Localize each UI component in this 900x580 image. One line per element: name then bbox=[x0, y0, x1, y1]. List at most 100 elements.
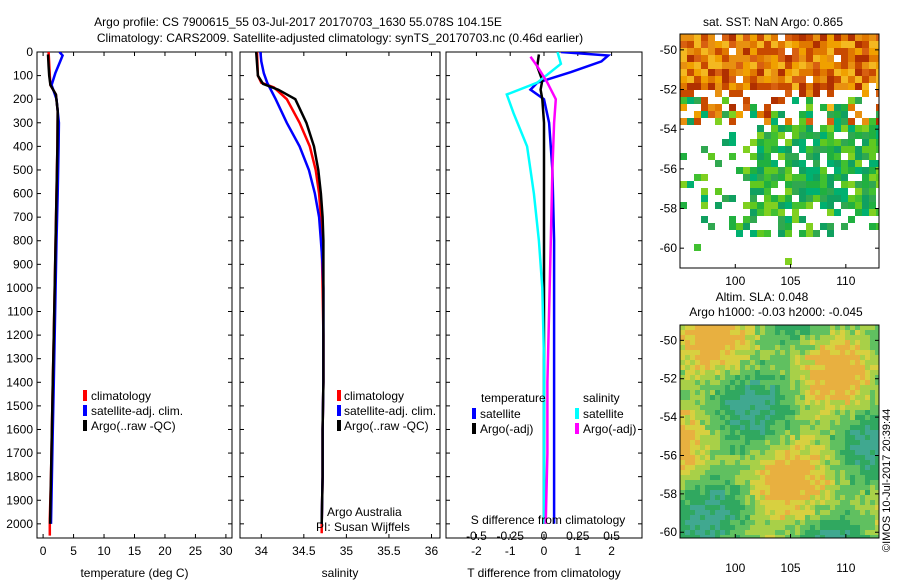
map-cell bbox=[800, 445, 805, 450]
map-cell bbox=[722, 62, 729, 69]
map-cell bbox=[875, 420, 879, 425]
map-cell bbox=[750, 535, 755, 538]
map-cell bbox=[735, 335, 740, 340]
map-cell bbox=[795, 465, 800, 470]
map-cell bbox=[790, 495, 795, 500]
map-cell bbox=[841, 202, 848, 209]
map-cell bbox=[770, 520, 775, 525]
map-cell bbox=[740, 520, 745, 525]
map-cell bbox=[740, 420, 745, 425]
map-cell bbox=[810, 500, 815, 505]
map-cell bbox=[825, 415, 830, 420]
map-cell bbox=[720, 445, 725, 450]
map-cell bbox=[725, 470, 730, 475]
map-cell bbox=[840, 455, 845, 460]
map-cell bbox=[725, 370, 730, 375]
map-cell bbox=[800, 325, 805, 330]
map-cell bbox=[722, 139, 729, 146]
map-cell bbox=[700, 335, 705, 340]
map-cell bbox=[735, 355, 740, 360]
map-cell bbox=[770, 340, 775, 345]
map-cell bbox=[700, 365, 705, 370]
map-cell bbox=[785, 62, 792, 69]
map-cell bbox=[743, 76, 750, 83]
map-cell bbox=[715, 505, 720, 510]
map-cell bbox=[835, 515, 840, 520]
map-cell bbox=[870, 415, 875, 420]
map-cell bbox=[841, 139, 848, 146]
map-cell bbox=[869, 55, 876, 62]
map-cell bbox=[680, 390, 685, 395]
map-cell bbox=[810, 375, 815, 380]
map-cell bbox=[865, 465, 870, 470]
map-cell bbox=[735, 495, 740, 500]
map-cell bbox=[745, 385, 750, 390]
map-cell bbox=[800, 440, 805, 445]
map-cell bbox=[855, 445, 860, 450]
map-cell bbox=[695, 390, 700, 395]
map-cell bbox=[750, 360, 755, 365]
map-cell bbox=[860, 480, 865, 485]
map-cell bbox=[869, 160, 876, 167]
map-cell bbox=[855, 520, 860, 525]
map-cell bbox=[725, 530, 730, 535]
map-cell bbox=[865, 430, 870, 435]
map-cell bbox=[815, 345, 820, 350]
map-cell bbox=[730, 455, 735, 460]
map-cell bbox=[750, 330, 755, 335]
map-cell bbox=[827, 230, 834, 237]
map-cell bbox=[780, 495, 785, 500]
map-cell bbox=[845, 365, 850, 370]
map-cell bbox=[745, 465, 750, 470]
map-cell bbox=[813, 62, 820, 69]
map-cell bbox=[695, 380, 700, 385]
map-cell bbox=[865, 435, 870, 440]
y-tick-label: 1200 bbox=[6, 328, 33, 342]
map-cell bbox=[690, 335, 695, 340]
map-cell bbox=[685, 465, 690, 470]
map-cell bbox=[750, 450, 755, 455]
map-cell bbox=[848, 97, 855, 104]
map-cell bbox=[680, 69, 687, 76]
map-cell bbox=[755, 445, 760, 450]
map-cell bbox=[755, 405, 760, 410]
map-cell bbox=[740, 390, 745, 395]
map-cell bbox=[790, 465, 795, 470]
map-cell bbox=[725, 380, 730, 385]
map-cell bbox=[845, 330, 850, 335]
map-cell bbox=[710, 445, 715, 450]
map-cell bbox=[730, 470, 735, 475]
map-cell bbox=[764, 209, 771, 216]
map-cell bbox=[813, 195, 820, 202]
map-cell bbox=[729, 216, 736, 223]
map-cell bbox=[805, 450, 810, 455]
map-cell bbox=[729, 55, 736, 62]
map-cell bbox=[869, 153, 876, 160]
map-cell bbox=[715, 90, 722, 97]
legend-swatch bbox=[337, 405, 341, 416]
map-cell bbox=[680, 470, 685, 475]
map-cell bbox=[775, 335, 780, 340]
map-cell bbox=[790, 440, 795, 445]
map-cell bbox=[800, 465, 805, 470]
map-cell bbox=[750, 520, 755, 525]
map-cell bbox=[820, 174, 827, 181]
map-cell bbox=[813, 132, 820, 139]
map-cell bbox=[820, 515, 825, 520]
map-cell bbox=[825, 380, 830, 385]
map-cell bbox=[780, 330, 785, 335]
map-cell bbox=[834, 195, 841, 202]
map-cell bbox=[770, 415, 775, 420]
map-cell bbox=[845, 505, 850, 510]
map-cell bbox=[827, 160, 834, 167]
map-cell bbox=[827, 209, 834, 216]
map-cell bbox=[690, 490, 695, 495]
map-cell bbox=[750, 209, 757, 216]
x-tick-label: -2 bbox=[471, 544, 482, 558]
map-cell bbox=[725, 535, 730, 538]
map-cell bbox=[810, 415, 815, 420]
map-cell bbox=[720, 525, 725, 530]
map-cell bbox=[710, 500, 715, 505]
map-cell bbox=[755, 415, 760, 420]
map-cell bbox=[810, 480, 815, 485]
